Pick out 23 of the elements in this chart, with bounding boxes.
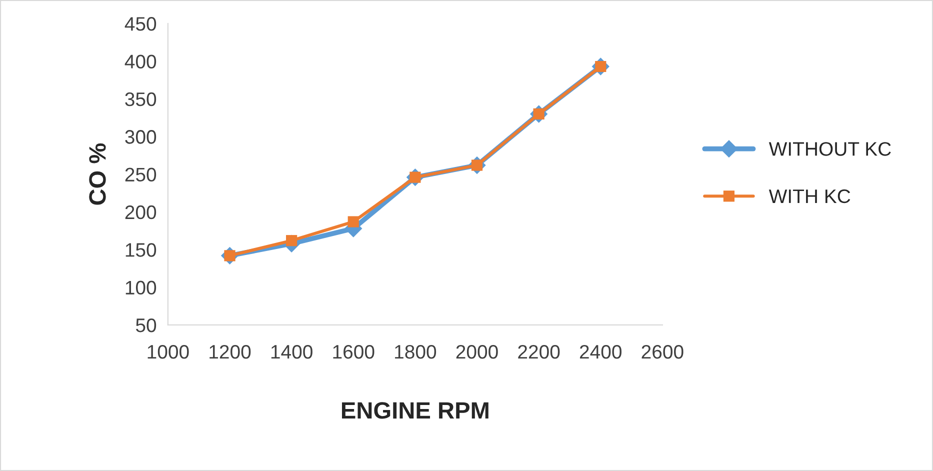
x-tick-label: 2600 [642,344,684,359]
legend-label: WITHOUT KC [768,142,891,156]
x-tick-label: 1400 [271,344,312,359]
y-tick-label: 400 [124,54,156,68]
x-tick-label: 2400 [580,344,622,359]
y-tick-label: 450 [124,17,156,31]
x-axis-title: ENGINE RPM [342,402,488,419]
x-tick-label: 1800 [395,344,436,359]
y-tick-label: 200 [125,205,156,220]
x-tick-label: 1200 [210,344,251,359]
y-axis-title: CO % [89,143,106,205]
x-tick-label: 2000 [456,344,498,359]
y-tick-label: 300 [125,130,156,144]
y-tick-label: 350 [125,92,156,106]
x-tick-label: 1600 [333,344,374,359]
x-tick-label: 2200 [518,344,560,359]
legend-label: WITH KC [768,189,850,204]
y-tick-label: 250 [125,168,156,182]
x-tick-label: 1000 [148,344,189,359]
y-tick-label: 100 [126,280,156,295]
y-tick-label: 50 [136,318,156,332]
point [348,216,359,228]
y-tick-label: 150 [126,243,156,257]
